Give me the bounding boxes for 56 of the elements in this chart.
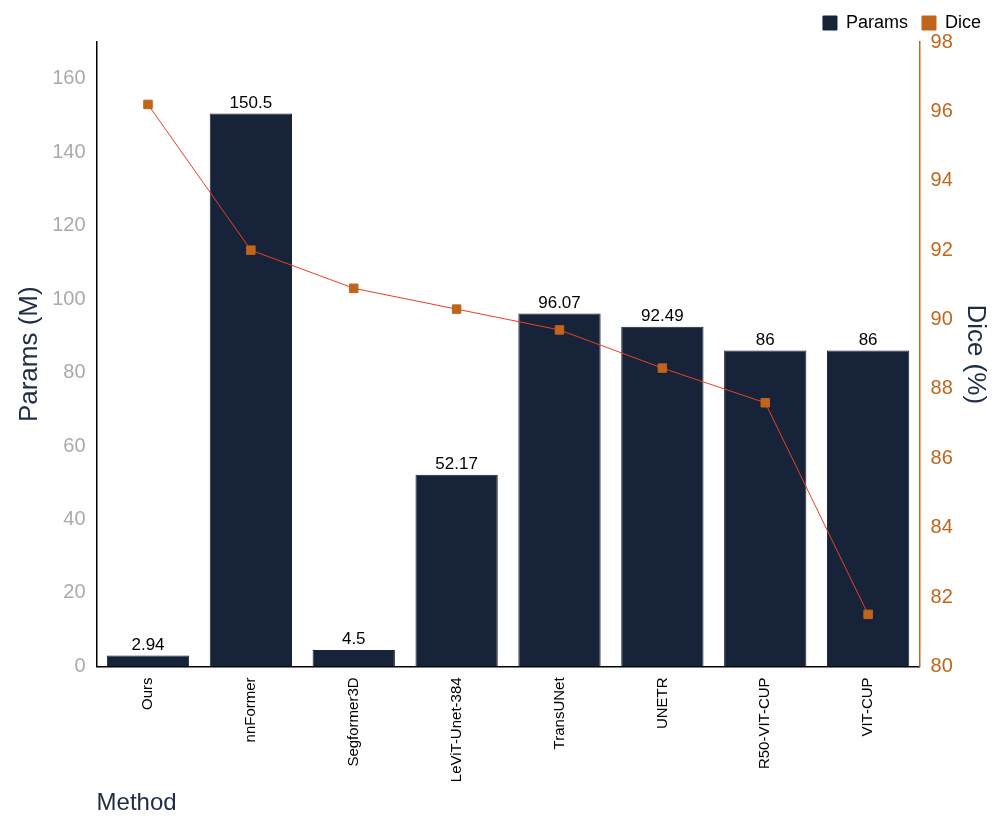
point <box>349 283 359 294</box>
x-tick-label: LeViT-Unet-384 <box>446 677 464 783</box>
y2-tick-label: 84 <box>930 515 953 538</box>
x-tick-label: R50-VIT-CUP <box>755 677 773 770</box>
y-tick-label: 60 <box>63 433 86 456</box>
y-tick-label: 20 <box>63 580 86 603</box>
bar <box>518 313 601 667</box>
y-axis-title: Params (M) <box>12 286 43 423</box>
y-tick-label: 140 <box>52 139 86 162</box>
point <box>657 363 668 373</box>
bar <box>209 113 293 667</box>
data-label: 92.49 <box>641 305 684 325</box>
bar <box>106 655 190 667</box>
bar <box>621 326 704 667</box>
x-axis-title: Method <box>96 788 177 816</box>
point <box>863 609 873 620</box>
y2-tick-label: 98 <box>930 29 953 52</box>
y2-axis-title: Dice (%) <box>962 304 993 405</box>
point <box>554 325 565 335</box>
point <box>246 245 256 255</box>
y-tick-label: 40 <box>63 507 86 530</box>
point <box>143 99 153 110</box>
data-label: 4.5 <box>341 629 366 649</box>
y2-tick-label: 88 <box>930 376 953 399</box>
y2-tick-label: 94 <box>930 168 953 191</box>
x-tick-label: Segformer3D <box>343 677 361 767</box>
y2-tick-label: 82 <box>930 584 953 607</box>
legend-label: Dice <box>944 11 982 32</box>
x-tick-label: VIT-CUP <box>858 677 876 737</box>
point <box>451 304 462 314</box>
y-tick-label: 100 <box>52 286 86 309</box>
y2-tick-label: 86 <box>930 445 953 468</box>
y-tick-label: 120 <box>52 213 86 236</box>
bar <box>312 649 395 667</box>
bar <box>724 350 807 667</box>
legend-label: Params <box>845 11 908 32</box>
x-tick-label: nnFormer <box>241 677 259 743</box>
y2-tick-label: 90 <box>930 307 953 330</box>
y2-tick-label: 92 <box>930 237 953 260</box>
data-label: 86 <box>755 329 775 349</box>
x-tick-label: Ours <box>138 677 156 710</box>
y-tick-label: 160 <box>52 66 86 89</box>
bar <box>415 474 498 667</box>
data-label: 52.17 <box>435 453 478 473</box>
x-tick-label: UNETR <box>652 677 670 730</box>
bar <box>826 350 910 667</box>
x-tick-label: TransUNet <box>549 676 567 750</box>
y-tick-label: 0 <box>74 653 86 676</box>
data-label: 2.94 <box>131 634 165 654</box>
data-label: 86 <box>858 329 878 349</box>
y2-tick-label: 96 <box>930 98 953 121</box>
data-label: 150.5 <box>229 92 273 112</box>
y-tick-label: 80 <box>63 360 86 383</box>
data-label: 96.07 <box>538 292 581 312</box>
point <box>760 398 770 408</box>
y2-tick-label: 80 <box>930 653 953 676</box>
